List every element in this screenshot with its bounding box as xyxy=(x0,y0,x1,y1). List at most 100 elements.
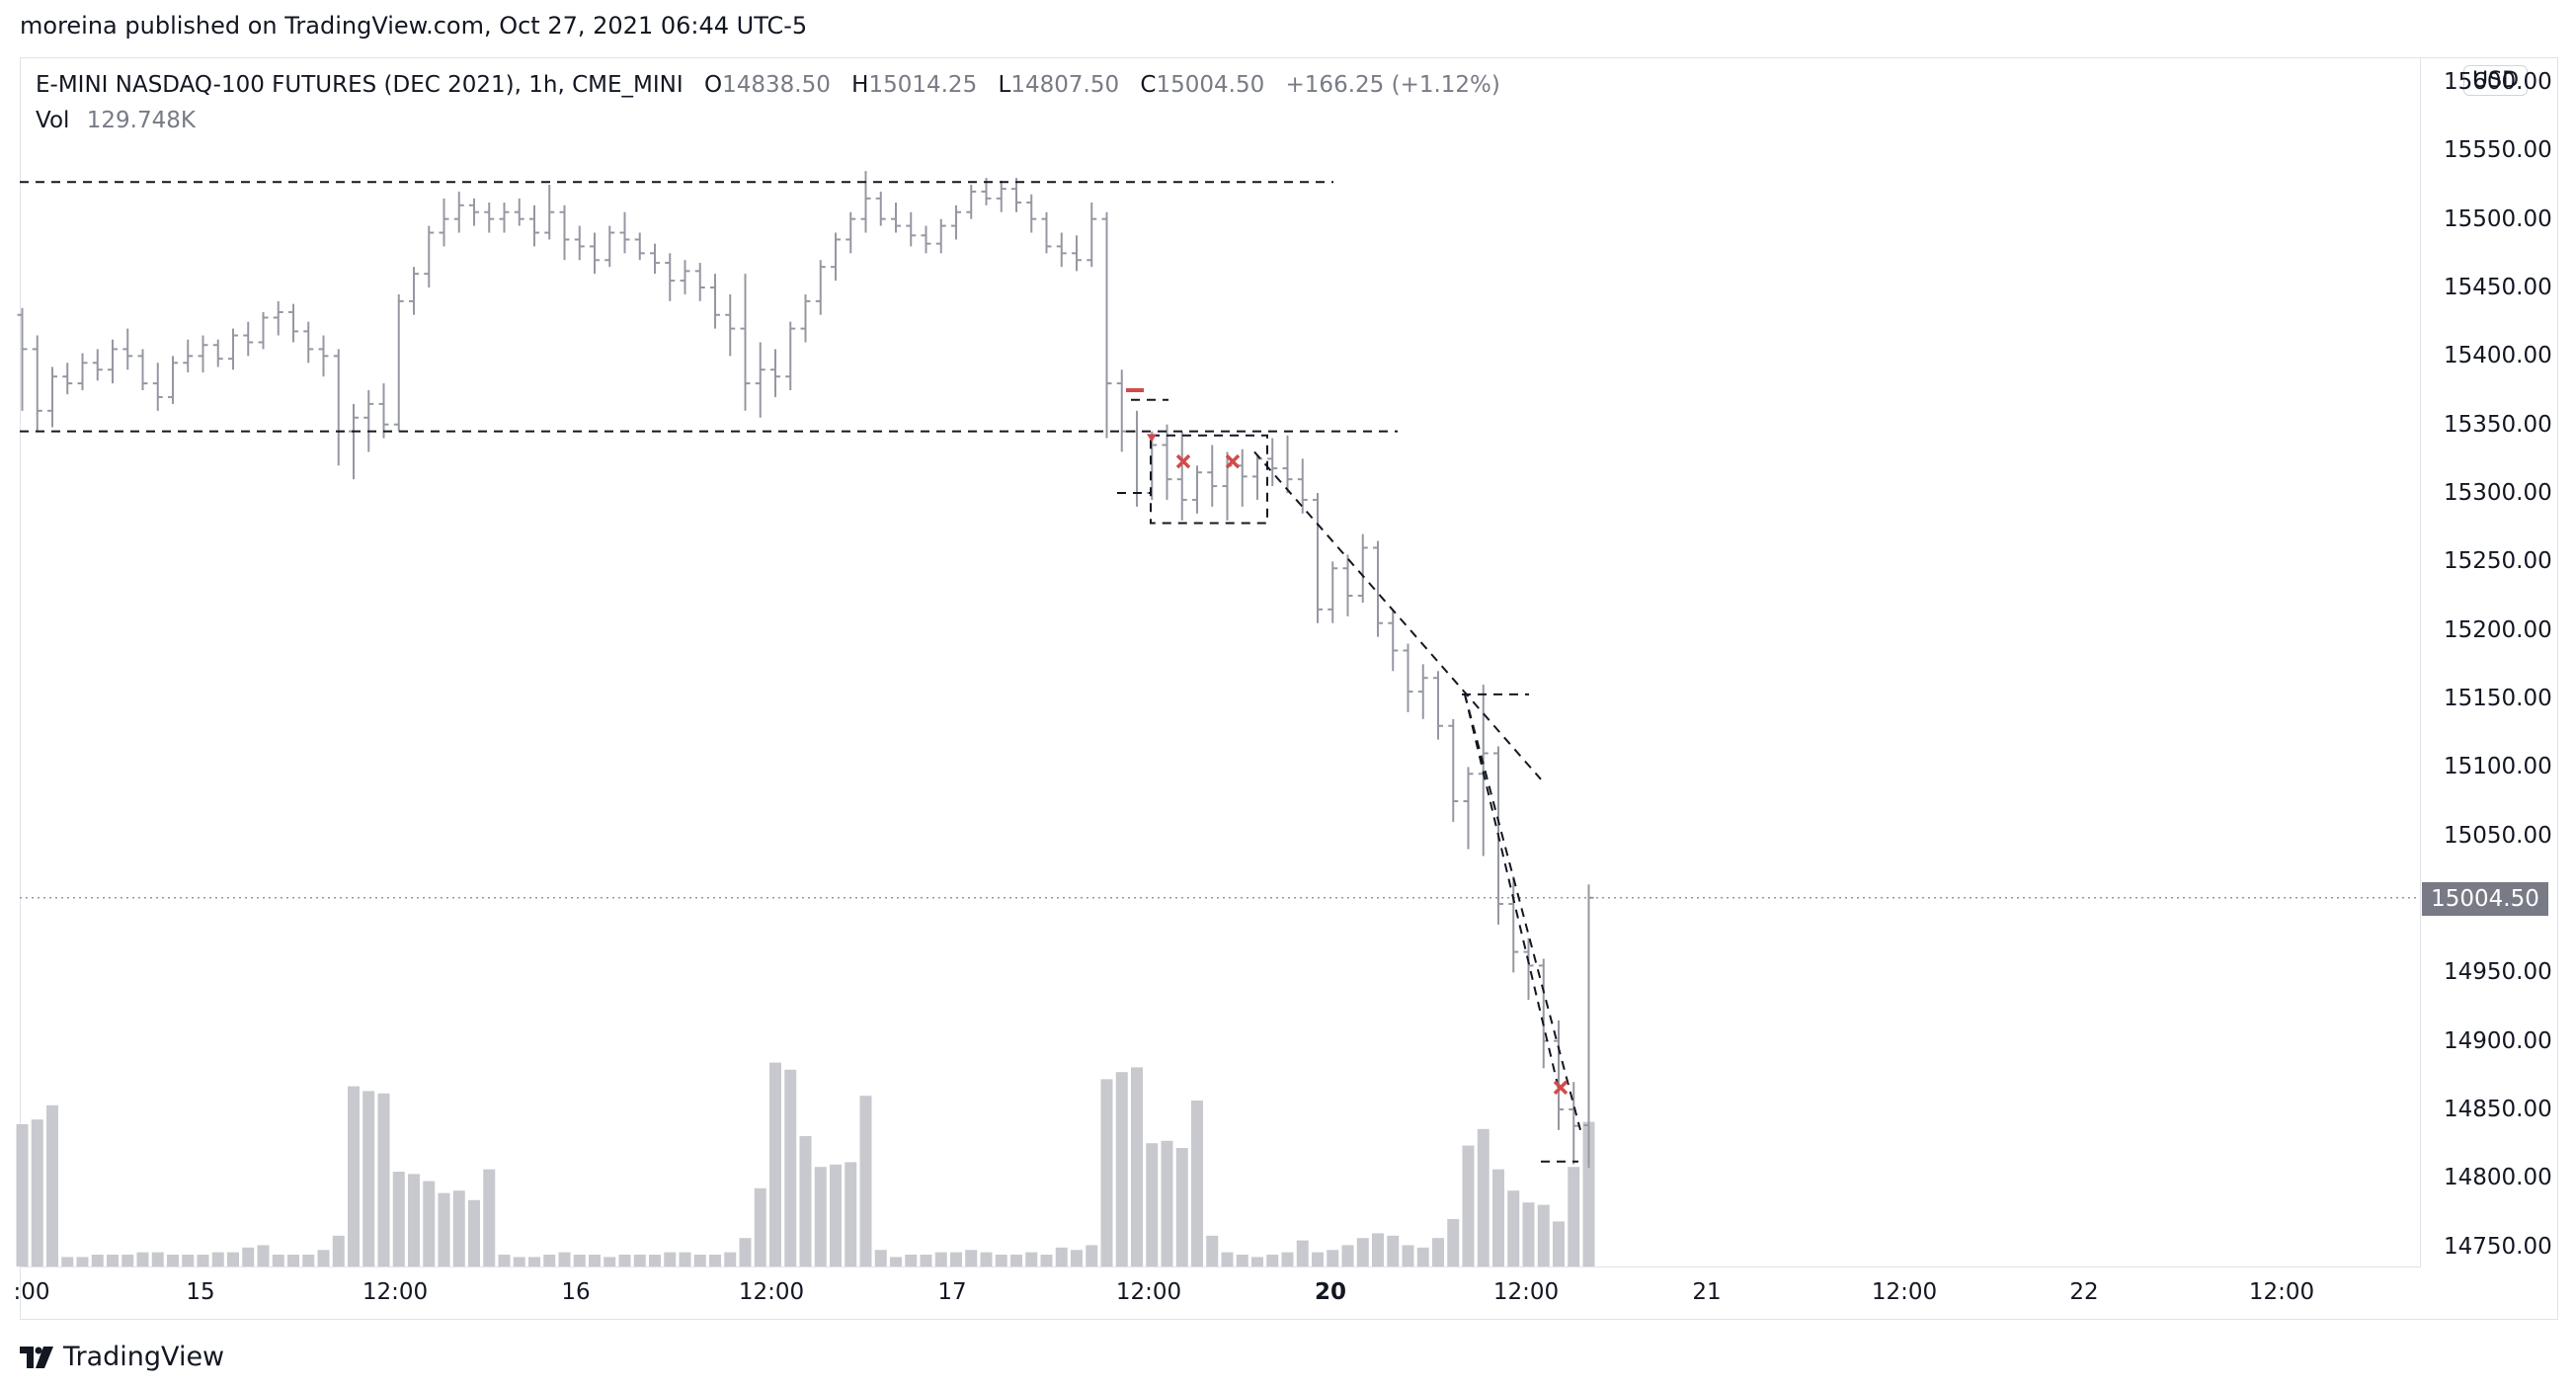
volume-bar xyxy=(1356,1238,1369,1266)
volume-bar xyxy=(709,1255,721,1266)
volume-bar xyxy=(348,1086,360,1266)
volume-bar xyxy=(528,1257,540,1266)
volume-bar xyxy=(664,1252,677,1266)
volume-bar xyxy=(1327,1250,1339,1266)
volume-bar xyxy=(1402,1245,1414,1266)
volume-bar xyxy=(543,1255,556,1266)
price-tick-label: 15300.00 xyxy=(2444,480,2552,506)
volume-bar xyxy=(16,1124,29,1266)
price-scale[interactable] xyxy=(2420,57,2559,1267)
volume-bar xyxy=(934,1252,947,1266)
price-tick-label: 15200.00 xyxy=(2444,616,2552,643)
volume-bar xyxy=(317,1250,330,1266)
volume-bar xyxy=(784,1069,797,1266)
volume-bar xyxy=(513,1257,525,1266)
chart-legend: E-MINI NASDAQ-100 FUTURES (DEC 2021), 1h… xyxy=(36,67,1500,138)
time-tick-label: 12:00 xyxy=(1492,1279,1560,1305)
volume-bar xyxy=(1055,1247,1068,1266)
volume-bar xyxy=(1462,1145,1475,1266)
volume-bar xyxy=(679,1252,691,1266)
volume-bar xyxy=(121,1255,134,1266)
volume-bar xyxy=(1131,1067,1143,1266)
volume-bar xyxy=(1341,1245,1354,1266)
volume-bar xyxy=(272,1255,284,1266)
time-tick-label: 12:00 xyxy=(1871,1279,1938,1305)
volume-bar xyxy=(1146,1143,1159,1266)
volume-bar xyxy=(724,1252,737,1266)
volume-bar xyxy=(107,1255,119,1266)
volume-bar xyxy=(618,1255,631,1266)
price-tick-label: 15350.00 xyxy=(2444,411,2552,438)
volume-bar xyxy=(362,1091,375,1266)
volume-bar xyxy=(859,1096,872,1266)
legend-low-label: L xyxy=(998,72,1011,98)
volume-bar xyxy=(1296,1240,1309,1266)
volume-bar xyxy=(452,1190,465,1266)
time-tick-label: 22 xyxy=(2069,1279,2099,1305)
volume-bar xyxy=(1175,1148,1188,1266)
legend-vol-label[interactable]: Vol xyxy=(36,108,70,133)
volume-bar xyxy=(1432,1238,1444,1266)
volume-bar xyxy=(1040,1255,1053,1266)
time-tick-label: 15 xyxy=(186,1279,215,1305)
volume-bar xyxy=(1568,1167,1580,1266)
legend-low: 14807.50 xyxy=(1010,72,1120,98)
red-arrow-marker xyxy=(1147,434,1157,443)
volume-bar xyxy=(1025,1252,1038,1266)
volume-bar xyxy=(1191,1101,1203,1266)
volume-bar xyxy=(1387,1235,1400,1266)
price-tick-label: 15550.00 xyxy=(2444,137,2552,164)
price-tick-label: 14900.00 xyxy=(2444,1027,2552,1054)
volume-bar xyxy=(965,1250,978,1266)
price-tick-label: 15150.00 xyxy=(2444,686,2552,711)
price-tick-label: 14750.00 xyxy=(2444,1233,2552,1260)
volume-bar xyxy=(1477,1128,1489,1266)
volume-bar xyxy=(1266,1255,1279,1266)
volume-bar xyxy=(483,1169,496,1266)
volume-bar xyxy=(980,1252,993,1266)
published-caption: moreina published on TradingView.com, Oc… xyxy=(20,12,808,40)
last-price-label: 15004.50 xyxy=(2422,882,2548,916)
volume-bar xyxy=(558,1252,571,1266)
volume-bar xyxy=(1221,1252,1234,1266)
legend-close-label: C xyxy=(1140,72,1157,98)
price-tick-label: 15050.00 xyxy=(2444,822,2552,849)
volume-bar xyxy=(498,1255,511,1266)
volume-bar xyxy=(920,1255,932,1266)
volume-bar xyxy=(302,1255,315,1266)
brand-name: TradingView xyxy=(63,1342,225,1372)
trendline-steep-a xyxy=(1464,694,1560,1090)
volume-bar xyxy=(392,1172,405,1266)
volume-bar xyxy=(1416,1247,1429,1266)
volume-bar xyxy=(1372,1233,1384,1266)
volume-bar xyxy=(830,1164,842,1266)
volume-bar xyxy=(693,1255,706,1266)
time-tick-label: 21 xyxy=(1692,1279,1722,1305)
volume-bar xyxy=(1100,1079,1113,1266)
volume-bar xyxy=(995,1255,1007,1266)
volume-bar xyxy=(874,1250,887,1266)
legend-symbol[interactable]: E-MINI NASDAQ-100 FUTURES (DEC 2021), 1h… xyxy=(36,72,684,98)
legend-open-label: O xyxy=(703,72,723,98)
currency-button[interactable]: USD xyxy=(2463,65,2529,96)
volume-bar xyxy=(950,1252,962,1266)
volume-bar xyxy=(242,1247,255,1266)
volume-bar xyxy=(604,1257,616,1266)
volume-bar xyxy=(438,1192,450,1266)
volume-bar xyxy=(1115,1072,1128,1266)
volume-bar xyxy=(1281,1252,1294,1266)
volume-bar xyxy=(61,1257,74,1266)
trendline-steep-b xyxy=(1464,694,1581,1131)
volume-bar xyxy=(1312,1252,1324,1266)
volume-bar xyxy=(754,1187,766,1266)
chart-frame[interactable] xyxy=(20,57,2558,1320)
volume-bar xyxy=(845,1162,857,1266)
volume-bar xyxy=(332,1235,345,1266)
volume-bar xyxy=(1582,1121,1595,1266)
volume-bar xyxy=(227,1252,239,1266)
time-tick-label: 12:00 xyxy=(362,1279,429,1305)
tradingview-brand[interactable]: TradingView xyxy=(20,1342,224,1372)
volume-bar xyxy=(1251,1257,1263,1266)
volume-bar xyxy=(1492,1169,1504,1266)
